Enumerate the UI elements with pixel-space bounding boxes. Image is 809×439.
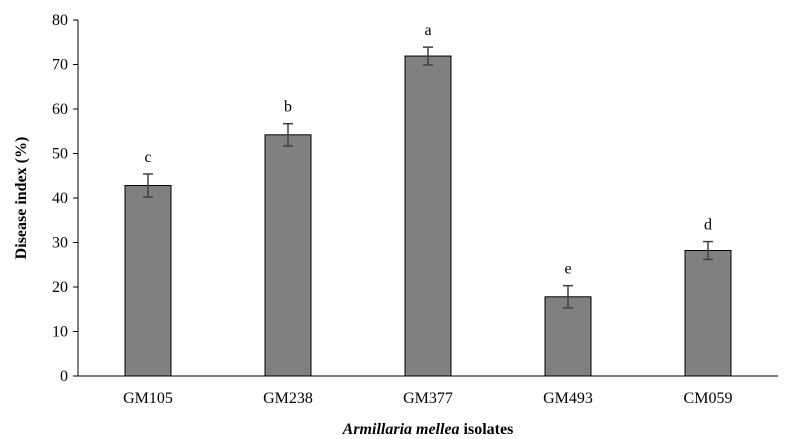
- significance-labels: c b a e d: [144, 22, 712, 278]
- error-bars: [143, 46, 713, 309]
- y-axis-title: Disease index (%): [13, 137, 30, 260]
- y-tick-label: 30: [52, 235, 68, 252]
- error-bar: [563, 284, 573, 309]
- y-tick-label: 80: [52, 12, 68, 29]
- y-tick-label: 0: [60, 368, 68, 385]
- bars: [124, 55, 732, 377]
- error-bar: [283, 122, 293, 147]
- bar: [404, 55, 452, 377]
- y-tick-label: 50: [52, 146, 68, 163]
- bar: [544, 296, 592, 377]
- error-bar: [703, 240, 713, 261]
- category-label: GM377: [403, 390, 453, 407]
- x-axis-title-italic: Armillaria mellea: [342, 421, 460, 438]
- category-label: CM059: [684, 390, 733, 407]
- bar: [124, 185, 172, 377]
- significance-letter: e: [564, 261, 571, 278]
- category-label: GM105: [123, 390, 173, 407]
- x-axis-title: Armillaria mellea isolates: [342, 421, 514, 438]
- category-label: GM493: [543, 390, 593, 407]
- y-tick-label: 40: [52, 190, 68, 207]
- category-labels: GM105 GM238 GM377 GM493 CM059: [123, 390, 732, 407]
- error-bar: [423, 46, 433, 66]
- bar: [684, 250, 732, 377]
- y-axis-ticks: 0 10 20 30 40 50 60 70 80: [52, 12, 78, 385]
- category-label: GM238: [263, 390, 313, 407]
- bar: [264, 134, 312, 377]
- y-tick-label: 20: [52, 279, 68, 296]
- error-bar: [143, 173, 153, 198]
- significance-letter: b: [284, 99, 292, 116]
- significance-letter: c: [144, 149, 151, 166]
- significance-letter: d: [704, 217, 712, 234]
- x-axis-title-rest: isolates: [460, 421, 514, 438]
- y-tick-label: 70: [52, 57, 68, 74]
- significance-letter: a: [424, 22, 431, 39]
- y-tick-label: 10: [52, 324, 68, 341]
- y-tick-label: 60: [52, 101, 68, 118]
